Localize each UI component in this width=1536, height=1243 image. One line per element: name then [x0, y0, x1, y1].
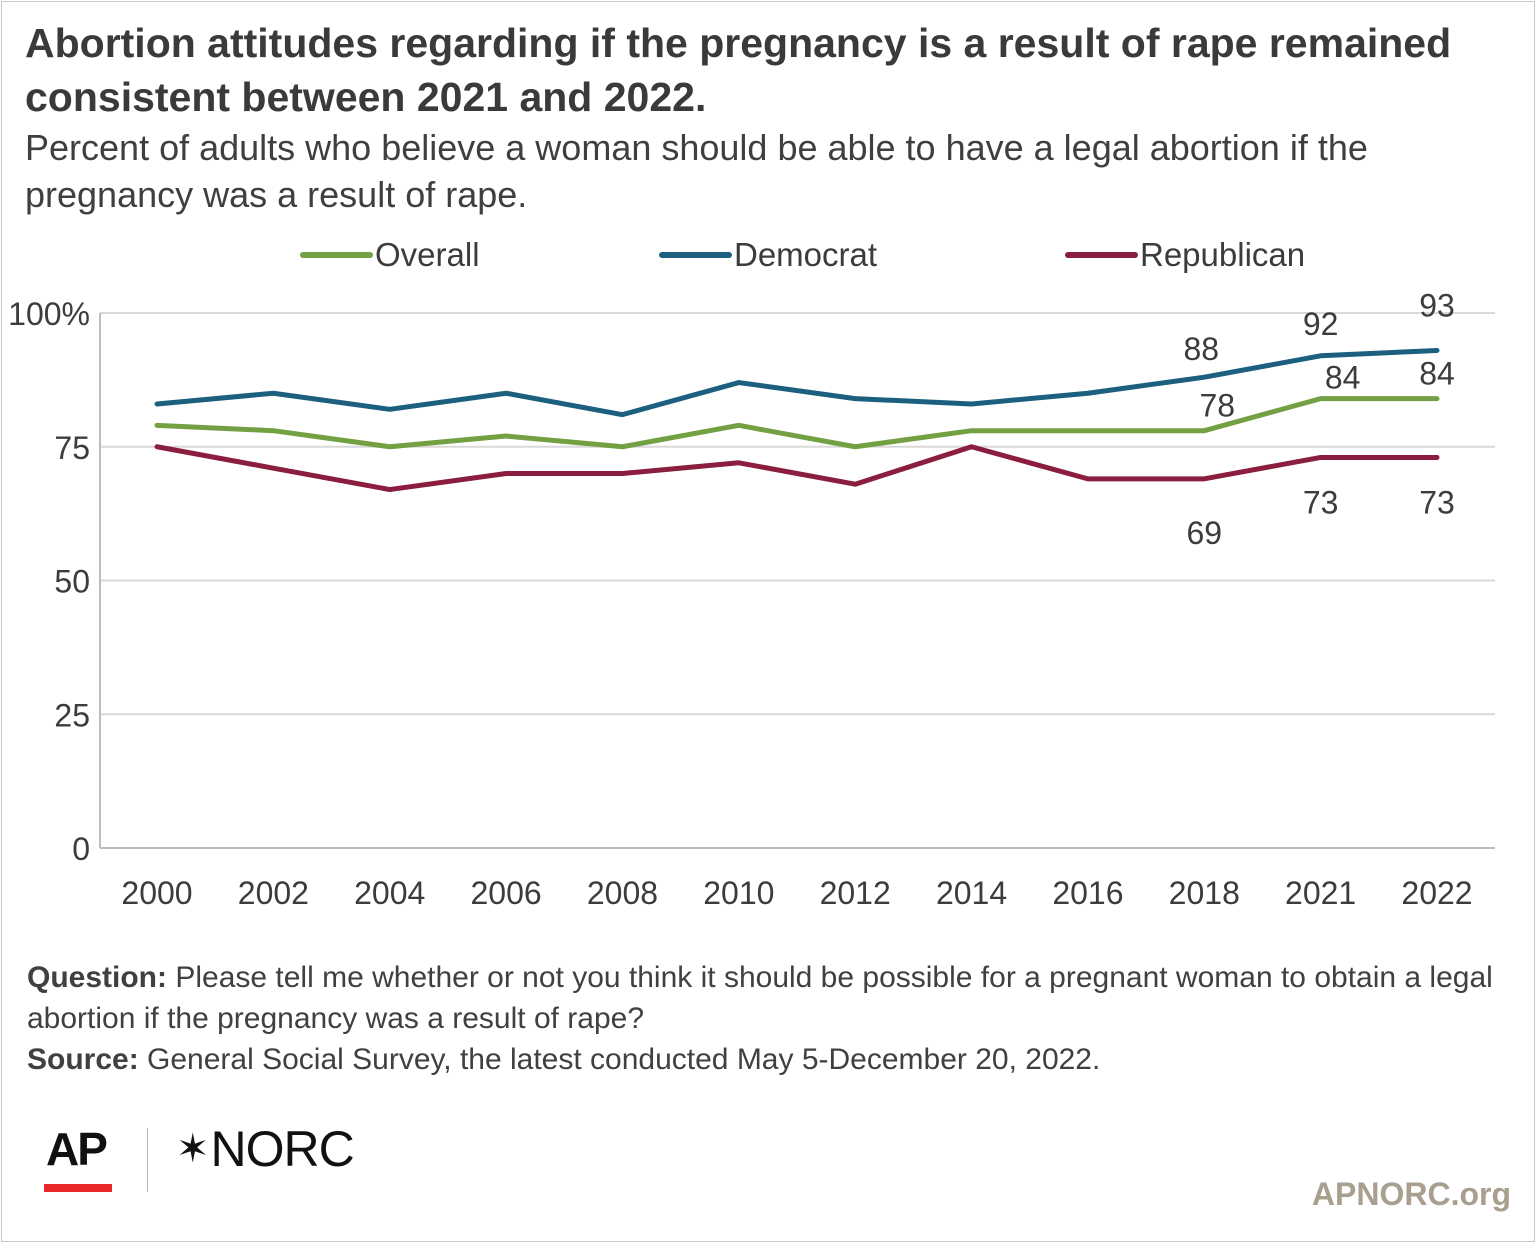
x-tick-label: 2010: [703, 875, 774, 911]
x-tick-label: 2016: [1052, 875, 1123, 911]
source-text: General Social Survey, the latest conduc…: [138, 1043, 1101, 1076]
x-tick-label: 2022: [1401, 875, 1472, 911]
series-line-republican: [154, 444, 1440, 493]
ap-logo-bar: [44, 1184, 112, 1192]
source-label: Source:: [27, 1043, 139, 1076]
data-label: 73: [1419, 484, 1455, 520]
data-label: 73: [1303, 484, 1339, 520]
norc-logo: ✶NORC: [176, 1120, 355, 1178]
chart-subtitle: Percent of adults who believe a woman sh…: [25, 127, 1368, 215]
y-tick-label: 100%: [8, 296, 90, 332]
x-tick-label: 2012: [820, 875, 891, 911]
x-tick-label: 2018: [1169, 875, 1240, 911]
data-label: 92: [1303, 306, 1339, 342]
x-tick-label: 2000: [121, 875, 192, 911]
legend-label: Democrat: [734, 236, 877, 273]
data-label: 84: [1419, 356, 1455, 392]
y-tick-label: 25: [54, 697, 90, 733]
y-tick-label: 75: [54, 430, 90, 466]
legend-label: Overall: [375, 236, 480, 273]
data-label: 88: [1183, 331, 1219, 367]
chart-title: Abortion attitudes regarding if the preg…: [25, 20, 1452, 120]
source-note: Source: General Social Survey, the lates…: [27, 1039, 1507, 1080]
line-chart: 0 25 50 75 100% 2000 2002 2004 2006 2008 2010 2012 2…: [8, 236, 1495, 911]
question-note: Question: Please tell me whether or not …: [27, 957, 1507, 1039]
x-tick-label: 2021: [1285, 875, 1356, 911]
x-tick-label: 2008: [587, 875, 658, 911]
x-tick-label: 2002: [238, 875, 309, 911]
legend-label: Republican: [1140, 236, 1305, 273]
norc-star-icon: ✶: [176, 1127, 210, 1171]
series-line-democrat: [154, 347, 1440, 418]
data-label: 84: [1325, 360, 1361, 396]
question-text: Please tell me whether or not you think …: [27, 961, 1493, 1035]
data-label: 78: [1199, 388, 1235, 424]
logo-divider: [147, 1128, 148, 1192]
ap-logo: AP: [46, 1123, 108, 1175]
x-tick-label: 2004: [354, 875, 425, 911]
x-tick-label: 2014: [936, 875, 1007, 911]
norc-logo-text: NORC: [210, 1121, 355, 1177]
site-link[interactable]: APNORC.org: [1311, 1176, 1511, 1212]
data-label: 69: [1186, 515, 1222, 551]
y-tick-label: 50: [54, 564, 90, 600]
series-line-overall: [154, 396, 1440, 450]
data-label: 93: [1419, 287, 1455, 323]
question-label: Question:: [27, 961, 167, 994]
y-tick-label: 0: [72, 831, 90, 867]
x-tick-label: 2006: [470, 875, 541, 911]
chart-notes: Question: Please tell me whether or not …: [27, 957, 1507, 1080]
